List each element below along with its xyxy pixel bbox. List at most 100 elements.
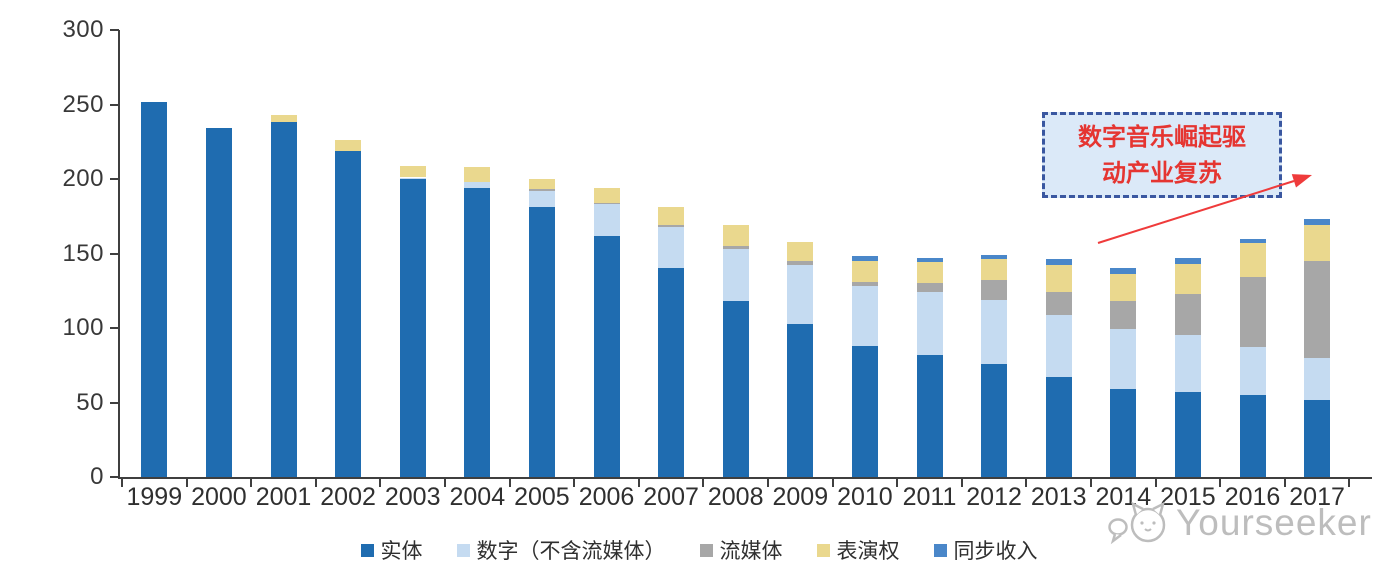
bar-segment-2012-physical	[981, 363, 1008, 477]
bar-segment-2013-sync	[1045, 259, 1072, 266]
x-tick-label-2009: 2009	[772, 483, 829, 511]
x-tick-mark	[1090, 479, 1092, 487]
annotation-line1: 数字音乐崛起驱	[1078, 125, 1246, 151]
y-tick-mark	[110, 252, 119, 255]
watermark: Yourseeker	[1108, 501, 1372, 545]
bar-segment-2007-performance	[658, 207, 685, 226]
legend-label-streaming: 流媒体	[719, 539, 783, 563]
bar-segment-2002-physical	[335, 150, 362, 477]
y-tick-mark	[110, 29, 119, 31]
bar-segment-2009-digital	[787, 265, 814, 324]
y-tick-label-0: 0	[90, 463, 104, 490]
bar-segment-2011-performance	[916, 262, 943, 284]
bar-segment-2017-streaming	[1304, 260, 1331, 358]
x-tick-label-2016: 2016	[1224, 483, 1281, 511]
bar-segment-2009-streaming	[787, 260, 814, 266]
bar-segment-2005-physical	[528, 207, 555, 477]
x-tick-mark	[960, 479, 963, 487]
bar-segment-2016-physical	[1239, 395, 1266, 477]
bar-segment-2017-performance	[1304, 225, 1331, 261]
legend-item-streaming: 流媒体	[699, 535, 783, 565]
y-tick-label-50: 50	[76, 388, 104, 416]
annotation-line2: 动产业复苏	[1102, 161, 1222, 187]
x-tick-label-1999: 1999	[126, 483, 183, 511]
y-tick-mark	[110, 476, 119, 478]
bar-segment-2011-sync	[916, 257, 943, 263]
y-tick-mark	[110, 401, 119, 404]
bar-segment-2007-digital	[658, 226, 685, 269]
bar-segment-2011-streaming	[916, 283, 943, 293]
bar-segment-2011-digital	[916, 292, 943, 355]
x-tick-label-2001: 2001	[255, 483, 312, 511]
legend-item-performance: 表演权	[816, 535, 900, 565]
annotation-callout: 数字音乐崛起驱 动产业复苏	[1042, 112, 1282, 198]
legend-label-digital: 数字（不含流媒体）	[476, 539, 666, 563]
bar-segment-2014-performance	[1110, 274, 1137, 302]
y-tick-mark	[110, 178, 119, 180]
legend-swatch-sync	[933, 543, 947, 557]
y-tick-label-200: 200	[62, 165, 104, 192]
bar-segment-2005-streaming	[528, 189, 555, 191]
x-tick-mark	[637, 479, 640, 487]
bar-segment-2016-sync	[1239, 238, 1266, 244]
x-tick-label-2004: 2004	[449, 483, 506, 511]
bar-segment-2017-physical	[1304, 399, 1331, 477]
bar-segment-2006-digital	[593, 204, 620, 236]
bar-segment-2006-physical	[593, 235, 620, 477]
x-tick-mark	[1348, 479, 1351, 487]
bar-segment-2010-performance	[851, 260, 878, 282]
y-tick-mark	[110, 103, 119, 106]
y-tick-label-150: 150	[62, 239, 104, 267]
x-tick-label-2012: 2012	[966, 483, 1022, 511]
legend-label-performance: 表演权	[836, 539, 900, 563]
y-tick-label-250: 250	[62, 90, 104, 118]
x-tick-label-2006: 2006	[578, 483, 635, 511]
bar-segment-2011-physical	[916, 354, 943, 477]
x-tick-label-2017: 2017	[1289, 483, 1345, 511]
bar-segment-2012-performance	[981, 259, 1008, 281]
y-axis-line	[118, 30, 120, 479]
bar-segment-2003-digital	[399, 177, 426, 179]
x-tick-label-2014: 2014	[1095, 483, 1152, 511]
bar-segment-2015-physical	[1174, 392, 1201, 477]
bar-segment-2010-sync	[851, 256, 878, 261]
bar-segment-2005-digital	[528, 190, 555, 208]
x-tick-mark	[573, 479, 576, 487]
bar-segment-2017-digital	[1304, 357, 1331, 400]
bar-segment-2008-streaming	[722, 246, 749, 250]
bar-segment-2012-digital	[981, 299, 1008, 364]
x-tick-label-2008: 2008	[707, 483, 764, 511]
bar-segment-2001-performance	[270, 114, 297, 123]
bar-segment-2015-performance	[1174, 263, 1201, 294]
x-tick-label-2013: 2013	[1030, 483, 1087, 511]
y-tick-label-300: 300	[62, 16, 104, 43]
bar-segment-2013-streaming	[1045, 292, 1072, 315]
bar-segment-2005-performance	[528, 179, 555, 190]
bar-segment-2004-performance	[464, 167, 491, 182]
x-tick-mark	[702, 479, 705, 487]
x-axis-line	[118, 477, 1372, 479]
bar-segment-2004-digital	[464, 181, 491, 188]
bar-segment-2014-sync	[1110, 268, 1137, 275]
x-tick-mark	[1025, 479, 1028, 487]
bar-segment-1999-physical	[141, 101, 168, 477]
watermark-text: Yourseeker	[1176, 502, 1372, 543]
x-tick-mark	[831, 479, 834, 487]
bar-segment-2014-streaming	[1110, 301, 1137, 330]
y-tick-mark	[110, 327, 119, 329]
bar-segment-2010-physical	[851, 345, 878, 477]
bar-segment-2008-digital	[722, 249, 749, 302]
bar-segment-2015-digital	[1174, 335, 1201, 393]
x-tick-mark	[1219, 479, 1222, 487]
legend-swatch-physical	[360, 543, 374, 557]
x-tick-label-2015: 2015	[1160, 483, 1216, 511]
legend-swatch-performance	[816, 543, 830, 557]
x-tick-label-2003: 2003	[384, 483, 441, 511]
x-tick-mark	[508, 479, 511, 487]
bar-segment-2013-performance	[1045, 265, 1072, 293]
bar-segment-2012-streaming	[981, 280, 1008, 300]
x-tick-mark	[185, 479, 188, 487]
bar-segment-2010-digital	[851, 286, 878, 346]
bar-segment-2014-physical	[1110, 389, 1137, 477]
bar-segment-2004-physical	[464, 187, 491, 477]
